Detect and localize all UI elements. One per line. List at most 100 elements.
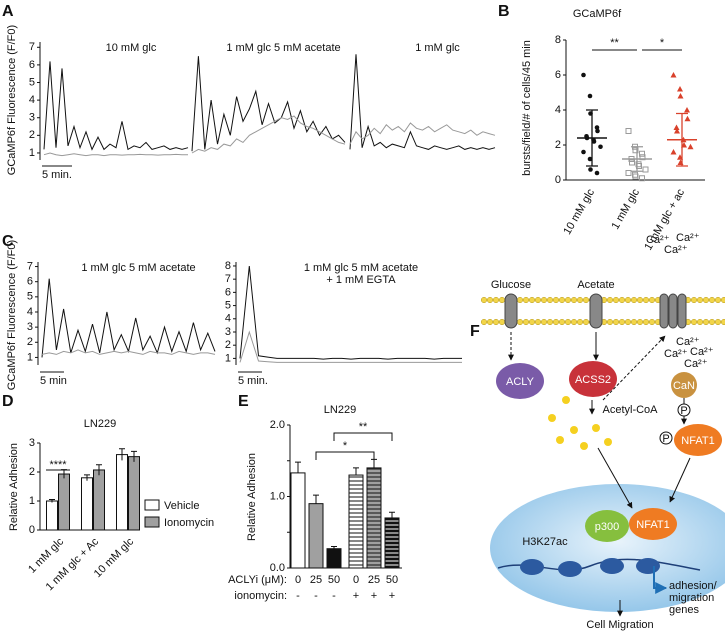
lipid <box>624 318 632 326</box>
y-tick-label: 2 <box>27 336 33 348</box>
segment-title: 1 mM glc 5 mM acetate <box>81 262 195 274</box>
point <box>587 93 593 99</box>
bar <box>326 548 342 569</box>
legend-swatch <box>144 499 160 511</box>
y-tick-label: 3 <box>225 326 231 338</box>
point <box>639 150 645 157</box>
segment-title: 10 mM glc <box>106 42 157 54</box>
point <box>581 149 586 155</box>
segment-subtitle: + 1 mM EGTA <box>326 274 396 286</box>
trace <box>349 54 496 150</box>
p300 <box>585 510 629 542</box>
bar <box>290 472 306 569</box>
label: ACLY <box>506 376 535 388</box>
x-tick-label: 50 <box>386 574 398 586</box>
y-tick-label: 4 <box>27 306 33 318</box>
transporter <box>589 293 603 329</box>
lipid <box>612 296 620 304</box>
panel-label: C <box>2 233 14 250</box>
label: migration <box>669 592 714 604</box>
point <box>674 128 680 134</box>
lipid <box>576 318 584 326</box>
trace <box>191 56 346 152</box>
annotation: * <box>343 440 348 452</box>
lipid <box>528 318 536 326</box>
bracket <box>333 432 393 441</box>
lipid <box>636 318 644 326</box>
label: H3K27ac <box>522 536 568 548</box>
lipid <box>498 296 506 304</box>
lipid <box>606 318 614 326</box>
lipid <box>564 296 572 304</box>
label: P <box>680 405 687 417</box>
panel-label: A <box>2 3 14 20</box>
lipid <box>546 296 554 304</box>
nucleosomes <box>520 558 660 577</box>
segment-title: 1 mM glc 5 mM acetate <box>304 262 418 274</box>
label: Ca²⁺ <box>646 234 670 246</box>
error-bar <box>353 467 359 476</box>
lipid <box>720 318 725 326</box>
lipid <box>480 318 488 326</box>
annotation: ** <box>610 37 619 49</box>
lipid <box>582 318 590 326</box>
point <box>632 147 639 154</box>
lipid <box>576 296 584 304</box>
nfat <box>674 424 722 456</box>
label: genes <box>669 604 699 616</box>
legend-swatch <box>144 516 160 528</box>
trace <box>41 278 216 358</box>
lipid <box>708 318 716 326</box>
y-tick-label: 8 <box>555 34 561 46</box>
point <box>632 173 639 180</box>
lipid <box>642 296 650 304</box>
scale-label: 5 min. <box>238 375 268 387</box>
panel-label: F <box>470 323 480 340</box>
y-tick-label: 8 <box>225 260 231 272</box>
error-bar <box>295 461 301 473</box>
chart-title: GCaMP6f <box>573 8 622 20</box>
y-tick-label: 0.0 <box>270 562 285 574</box>
point <box>625 170 632 176</box>
error-bar <box>119 448 125 461</box>
point <box>684 107 690 113</box>
annotation: ** <box>359 421 368 433</box>
y-tick-label: 2 <box>555 139 561 151</box>
row-label: ionomycin: <box>234 590 287 602</box>
lipid <box>612 318 620 326</box>
chart-title: LN229 <box>84 418 116 430</box>
label: adhesion/ <box>669 580 718 592</box>
channel <box>668 293 678 329</box>
point <box>588 167 593 172</box>
annotation: **** <box>49 459 67 471</box>
lipid <box>516 296 524 304</box>
y-tick-label: 6 <box>555 69 561 81</box>
channel <box>659 293 669 329</box>
point <box>639 175 645 182</box>
point <box>673 124 680 130</box>
x-tick-label: 25 <box>368 574 380 586</box>
y-axis-label: GCaMP6f Fluorescence (F/F0) <box>6 25 18 175</box>
error-bar <box>96 464 102 476</box>
x-tick-label: 0 <box>295 574 301 586</box>
lipid <box>720 296 725 304</box>
annotation: * <box>660 37 665 49</box>
bar <box>384 517 400 569</box>
y-tick-label: 7 <box>225 273 231 285</box>
y-tick-label: 2 <box>29 466 35 478</box>
transporter <box>504 293 518 329</box>
point <box>642 166 649 173</box>
y-tick-label: 6 <box>225 286 231 298</box>
error-bar <box>389 511 395 518</box>
bar <box>128 456 140 531</box>
point <box>625 128 632 134</box>
point <box>684 115 691 122</box>
trace <box>43 152 188 157</box>
lipid <box>528 296 536 304</box>
lipid <box>492 296 500 304</box>
trace <box>41 349 216 355</box>
enzyme <box>496 363 544 399</box>
x-tick-label: + <box>371 590 377 602</box>
point <box>629 159 635 166</box>
